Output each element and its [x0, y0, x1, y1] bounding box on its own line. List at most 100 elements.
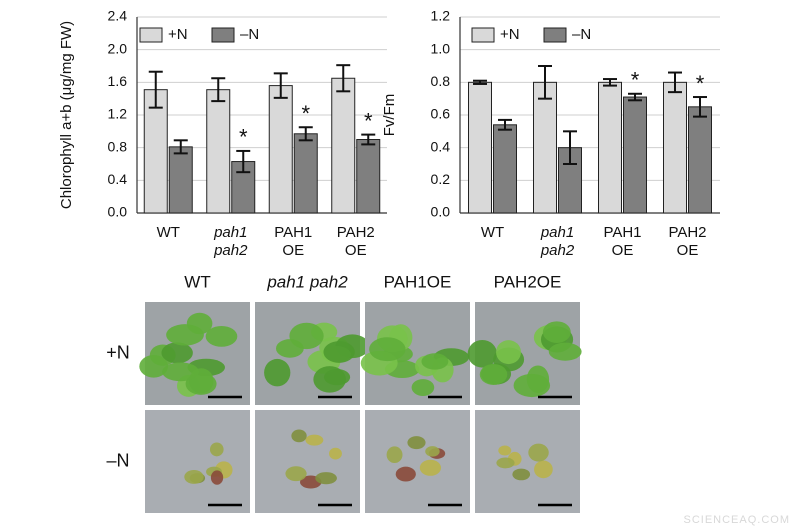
y-tick-label: 0.8: [431, 73, 451, 89]
y-tick-label: 1.2: [108, 106, 128, 122]
leaf: [425, 446, 440, 457]
leaf: [411, 379, 435, 397]
significance-label: *: [239, 125, 248, 150]
leaf: [419, 459, 442, 476]
leaf: [407, 436, 426, 450]
error-bar: [563, 130, 577, 165]
photo: [145, 410, 250, 513]
x-tick-label: OE: [612, 242, 634, 259]
bar: [688, 106, 712, 214]
y-tick-label: 0.6: [431, 106, 451, 122]
leaf: [395, 466, 416, 482]
leaf: [369, 337, 406, 362]
leaf: [329, 447, 342, 460]
row-label: +N: [106, 342, 130, 362]
bar: [356, 139, 381, 214]
leaf: [264, 358, 291, 387]
y-tick-label: 2.0: [108, 40, 128, 56]
significance-label: *: [631, 68, 640, 93]
error-bar: [693, 96, 707, 118]
x-tick-label: OE: [677, 242, 699, 259]
leaf: [323, 341, 355, 363]
leaf: [421, 353, 449, 370]
leaf: [386, 446, 403, 464]
x-tick-label: OE: [282, 242, 304, 259]
leaf: [305, 434, 324, 446]
leaf: [184, 469, 204, 484]
bar: [598, 81, 622, 214]
photo-panel: WT pah1 pah2 PAH1OE PAH2OE +N –N: [106, 272, 582, 513]
error-bar: [211, 77, 226, 103]
x-tick-label: pah2: [213, 242, 248, 259]
leaf: [548, 342, 582, 361]
x-tick-label: OE: [345, 242, 367, 259]
leaf: [498, 445, 512, 456]
photo: [365, 410, 470, 513]
x-tick-label: pah1: [213, 224, 247, 241]
column-label: pah1 pah2: [266, 272, 348, 291]
leaf: [291, 429, 307, 443]
y-tick-label: 0.2: [431, 171, 451, 187]
y-tick-label: 0.0: [108, 204, 128, 220]
column-label: PAH2OE: [494, 272, 562, 291]
error-bar: [473, 79, 487, 85]
x-tick-label: WT: [481, 224, 504, 241]
error-bar: [148, 70, 163, 109]
significance-label: *: [696, 71, 705, 96]
error-bar: [628, 92, 642, 102]
leaf: [496, 340, 521, 365]
error-bar: [668, 71, 682, 94]
legend-swatch: [471, 27, 495, 43]
y-tick-label: 2.4: [108, 8, 128, 24]
error-bar: [336, 64, 351, 93]
x-tick-label: PAH1: [603, 224, 641, 241]
leaf: [467, 339, 497, 368]
legend-label: +N: [500, 26, 520, 43]
legend-swatch: [211, 27, 235, 43]
leaf: [534, 460, 553, 479]
bar: [268, 85, 293, 214]
error-bar: [273, 72, 288, 99]
bar: [533, 81, 557, 214]
leaf: [162, 362, 199, 382]
y-tick-label: 1.2: [431, 8, 451, 24]
bar: [493, 124, 517, 214]
x-tick-label: PAH2: [668, 224, 706, 241]
y-axis-label: Fv/Fm: [381, 94, 398, 137]
y-axis-label: Chlorophyll a+b (μg/mg FW): [58, 21, 75, 209]
bar: [168, 146, 193, 214]
legend-label: –N: [572, 26, 591, 43]
leaf: [161, 342, 193, 364]
legend-swatch: [543, 27, 567, 43]
bar: [206, 89, 231, 214]
photo: [475, 410, 580, 513]
bar: [623, 96, 647, 214]
leaf: [542, 321, 571, 343]
leaf: [285, 466, 307, 482]
leaf: [479, 363, 508, 385]
column-label: WT: [184, 272, 210, 291]
leaf: [209, 442, 224, 457]
leaf: [276, 339, 304, 358]
leaf: [513, 373, 551, 398]
error-bar: [538, 65, 552, 100]
leaf: [313, 366, 346, 393]
error-bar: [361, 133, 376, 146]
bar: [663, 81, 687, 214]
error-bar: [173, 139, 188, 155]
leaf: [315, 472, 337, 485]
error-bar: [498, 118, 512, 131]
bar: [293, 133, 318, 214]
significance-label: *: [364, 108, 373, 133]
y-tick-label: 1.6: [108, 73, 128, 89]
watermark: SCIENCEAQ.COM: [683, 514, 790, 526]
x-tick-label: pah2: [540, 242, 575, 259]
legend-label: +N: [168, 26, 188, 43]
error-bar: [298, 126, 313, 142]
legend-label: –N: [240, 26, 259, 43]
error-bar: [603, 78, 617, 87]
y-tick-label: 0.0: [431, 204, 451, 220]
leaf: [512, 468, 531, 481]
photo: [255, 410, 360, 513]
